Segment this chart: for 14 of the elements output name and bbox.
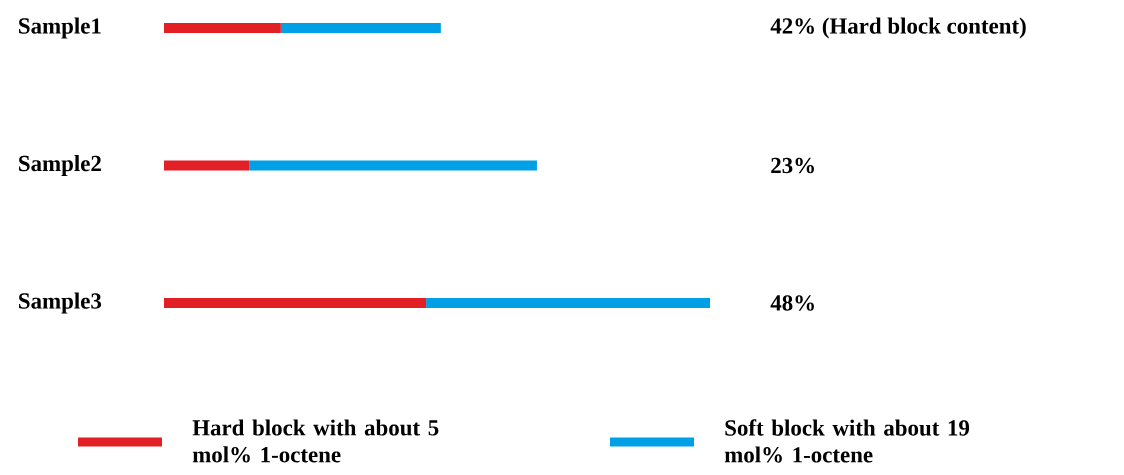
text: 23% bbox=[771, 157, 814, 174]
y-tick-label: Sample1 bbox=[19, 17, 101, 39]
text: 42% (Hard block content) bbox=[770, 17, 1026, 39]
bar bbox=[426, 298, 711, 308]
bar bbox=[164, 298, 427, 308]
text: 48% bbox=[770, 295, 814, 311]
y-tick-label: Sample3 bbox=[19, 292, 102, 314]
bar bbox=[164, 160, 250, 171]
legend-label: Soft block with about 19 mol% 1-octene bbox=[724, 419, 970, 463]
legend-label: Hard block with about 5 mol% 1-octene bbox=[192, 419, 439, 463]
bar bbox=[164, 23, 281, 33]
bar bbox=[249, 160, 537, 171]
y-tick-label: Sample2 bbox=[19, 155, 101, 176]
bar bbox=[280, 23, 441, 33]
